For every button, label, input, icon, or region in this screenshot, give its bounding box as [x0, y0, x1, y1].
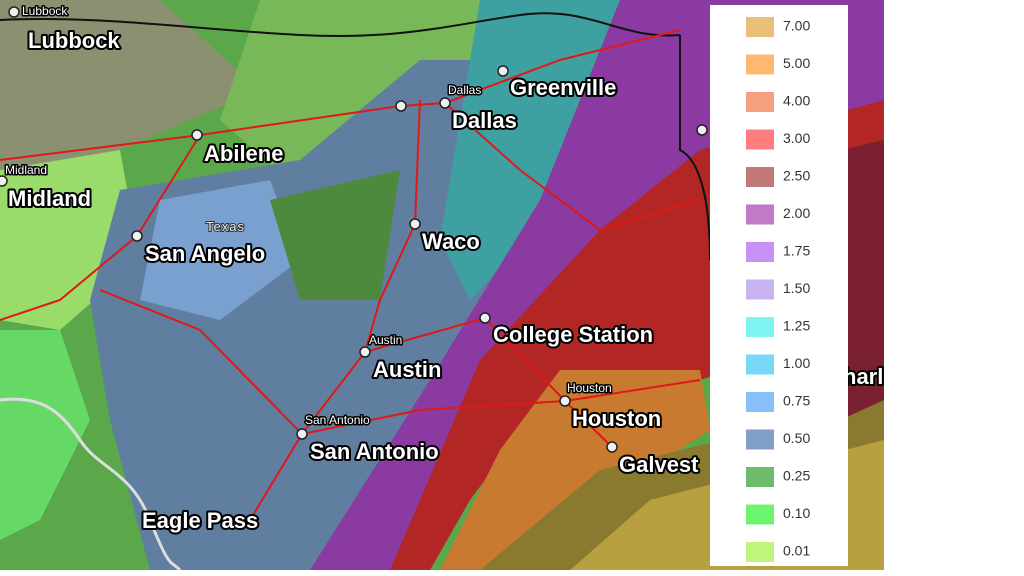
city-label: Midland	[8, 186, 91, 211]
city-label: Greenville	[510, 75, 616, 100]
legend-label: 7.00	[783, 18, 810, 34]
city-label: Lubbock	[22, 4, 68, 18]
precip-gray	[0, 0, 260, 175]
legend-swatch	[746, 242, 774, 262]
city-dot	[395, 100, 407, 112]
road	[364, 316, 613, 448]
city-label: Houston	[572, 406, 661, 431]
legend-swatch	[746, 129, 774, 150]
legend-label: 0.25	[783, 468, 810, 484]
legend-label: 3.00	[783, 130, 810, 146]
precip-dark-green	[270, 170, 400, 300]
city-label: Austin	[369, 333, 402, 347]
legend-label: 1.50	[783, 280, 810, 296]
road	[249, 99, 421, 521]
legend-swatch	[746, 17, 774, 37]
city-label: Waco	[422, 229, 480, 254]
city-dot	[191, 129, 203, 141]
legend-box	[710, 5, 848, 566]
legend-swatch	[746, 392, 774, 412]
legend-swatch	[746, 279, 774, 300]
city-label: Galvest	[619, 452, 699, 477]
legend-label: 4.00	[783, 93, 810, 109]
city-dot	[131, 230, 143, 242]
road	[99, 289, 303, 435]
precip-orange	[440, 370, 710, 570]
legend-label: 1.00	[783, 355, 810, 371]
road	[0, 134, 201, 321]
city-dot	[606, 441, 618, 453]
road	[0, 29, 681, 161]
legend-swatch	[746, 54, 774, 75]
border-river	[0, 397, 182, 572]
city-dot	[696, 124, 708, 136]
city-label: San Antonio	[310, 439, 439, 464]
legend-label: 1.75	[783, 243, 810, 259]
city-dot	[439, 97, 451, 109]
road	[301, 379, 701, 435]
city-label: Houston	[567, 381, 612, 395]
legend-swatch	[746, 167, 774, 187]
city-label: Abilene	[204, 141, 283, 166]
legend-swatch	[746, 429, 774, 450]
city-label: San Angelo	[145, 241, 265, 266]
precip-blue	[140, 180, 300, 320]
legend-swatch	[746, 317, 774, 337]
city-dot	[8, 6, 20, 18]
city-dot	[479, 312, 491, 324]
state-border	[679, 35, 711, 261]
state-border	[0, 12, 681, 37]
city-label: Midland	[5, 163, 47, 177]
city-label: Austin	[373, 357, 441, 382]
legend-swatch	[746, 92, 774, 112]
road	[444, 102, 701, 232]
city-label: Eagle Pass	[142, 508, 258, 533]
legend-label: 0.75	[783, 393, 810, 409]
legend-label: 1.25	[783, 318, 810, 334]
city-label: Lubbock	[28, 28, 120, 53]
legend-label: 2.00	[783, 205, 810, 221]
legend-swatch	[746, 354, 774, 375]
city-dot	[497, 65, 509, 77]
city-dot	[296, 428, 308, 440]
precip-mid-green	[220, 0, 500, 190]
legend-swatch	[746, 467, 774, 487]
legend-label: 0.50	[783, 430, 810, 446]
precip-green	[0, 330, 90, 540]
roads	[0, 29, 701, 521]
city-label: harl	[843, 364, 883, 389]
borders	[0, 12, 711, 572]
legend-label: 5.00	[783, 55, 810, 71]
city-dot	[359, 346, 371, 358]
legend-swatch	[746, 542, 774, 562]
precip-east	[840, 140, 884, 420]
city-label: San Antonio	[305, 413, 370, 427]
city-dot	[559, 395, 571, 407]
city-dot	[409, 218, 421, 230]
legend-label: 0.10	[783, 505, 810, 521]
city-label: College Station	[493, 322, 653, 347]
city-label: Dallas	[448, 83, 481, 97]
legend-label: 0.01	[783, 543, 810, 559]
legend-swatch	[746, 204, 774, 225]
city-dot	[0, 175, 8, 187]
precip-slate	[90, 60, 560, 570]
city-label: Texas	[206, 219, 245, 234]
legend-swatch	[746, 504, 774, 525]
legend-label: 2.50	[783, 168, 810, 184]
city-label: Dallas	[452, 108, 517, 133]
